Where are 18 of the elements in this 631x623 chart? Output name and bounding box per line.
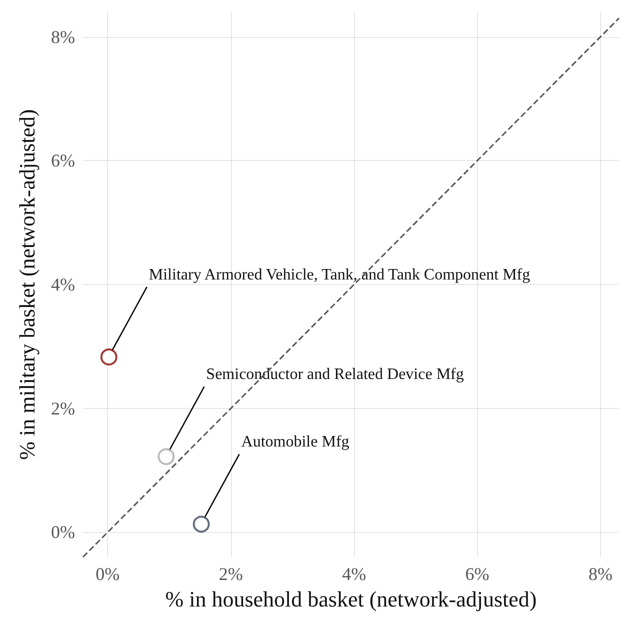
y-tick-label: 2% [51, 398, 75, 418]
y-tick-label: 6% [51, 150, 75, 171]
x-tick-label: 4% [342, 564, 366, 584]
y-tick-label: 8% [51, 26, 75, 47]
annotation: Automobile Mfg [241, 434, 350, 451]
annotation: Semiconductor and Related Device Mfg [206, 366, 464, 384]
x-tick-label: 6% [465, 564, 490, 584]
point [192, 516, 210, 533]
x-axis-title: % in household basket (network-adjusted) [165, 586, 537, 612]
y-tick-label: 0% [51, 522, 75, 542]
x-tick-label: 2% [218, 564, 243, 584]
point [158, 448, 175, 466]
y-axis-title: % in military basket (network-adjusted) [14, 109, 40, 460]
point [100, 348, 118, 366]
y-tick-label: 4% [51, 274, 75, 294]
x-tick-label: 8% [588, 564, 613, 584]
x-tick-label: 0% [96, 564, 120, 584]
annotation: Military Armored Vehicle, Tank, and Tank Component Mfg [148, 266, 530, 284]
